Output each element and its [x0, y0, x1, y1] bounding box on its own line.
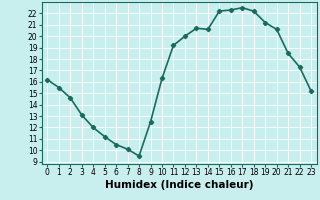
X-axis label: Humidex (Indice chaleur): Humidex (Indice chaleur) [105, 180, 253, 190]
